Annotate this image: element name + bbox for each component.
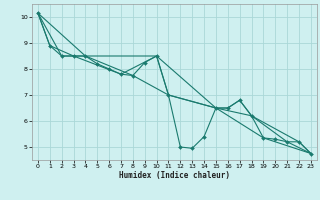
X-axis label: Humidex (Indice chaleur): Humidex (Indice chaleur) [119, 171, 230, 180]
